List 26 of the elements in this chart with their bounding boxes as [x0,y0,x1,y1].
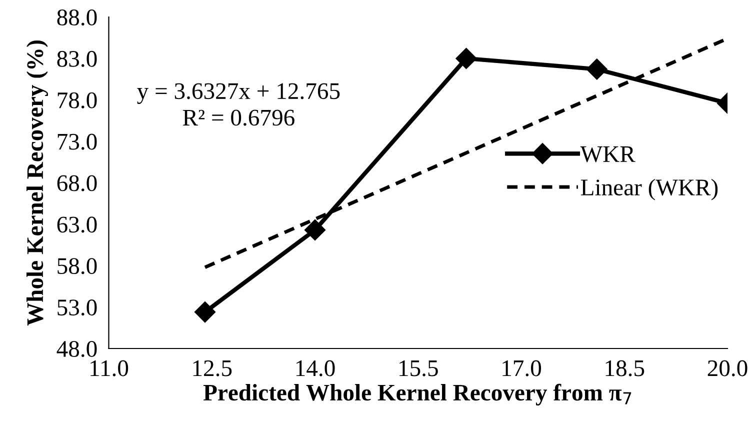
y-tick-label: 63.0 [57,216,97,233]
x-tick-label: 15.5 [400,360,438,376]
annotation: y = 3.6327x + 12.765 [137,83,340,104]
x-axis-title: Predicted Whole Kernel Recovery from π$_{7}$ [203,384,632,406]
x-tick-label: 17.0 [502,360,542,376]
y-tick-label: 68.0 [57,175,97,192]
point [304,219,326,241]
y-tick-label: 58.0 [58,258,97,274]
y-tick-label: 73.0 [58,134,97,150]
annotation: R² = 0.6796 [182,110,294,126]
legend-label: Linear (WKR) [580,178,718,200]
y-tick-label: 88.0 [57,9,97,26]
point [194,302,216,323]
x-tick-label: 12.5 [193,360,232,376]
y-tick-label: 48.0 [56,340,97,358]
y-tick-label: 83.0 [57,50,97,67]
x-tick-label: 18.5 [606,360,644,376]
x-tick-label: 20.0 [708,360,748,376]
y-tick-label: 53.0 [58,300,97,316]
x-tick-label: 14.0 [296,360,335,376]
point [586,58,608,80]
y-tick-label: 78.0 [58,92,97,108]
legend-label: WKR [580,146,636,162]
point [456,48,477,69]
y-axis-title: Whole Kernel Recovery (%) [26,40,48,326]
x-tick-label: 11.0 [90,360,128,376]
